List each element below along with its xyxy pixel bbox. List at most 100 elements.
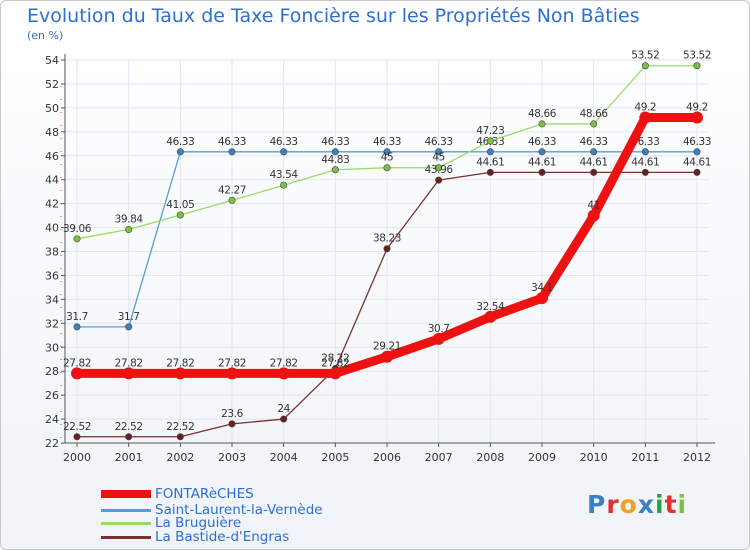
data-label: 45 [432, 152, 445, 164]
data-point [590, 148, 598, 156]
data-point [381, 350, 393, 363]
data-point [435, 148, 443, 156]
data-label: 46.33 [528, 136, 556, 148]
y-tick-label: 50 [45, 102, 59, 115]
x-tick-label: 2003 [218, 451, 246, 464]
data-point [383, 245, 391, 253]
data-label: 53.52 [683, 50, 711, 62]
data-point [228, 148, 236, 156]
data-point [176, 211, 184, 219]
data-label: 45 [381, 152, 394, 164]
legend-label-fontarech: FONTARèCHES [155, 486, 254, 502]
data-point [125, 433, 133, 441]
data-point [228, 196, 236, 204]
data-label: 46.33 [373, 136, 401, 148]
logo-letter: i [655, 490, 665, 519]
data-label: 49.2 [634, 101, 656, 113]
data-label: 29.21 [373, 341, 401, 353]
data-label: 43.54 [270, 169, 299, 181]
data-label: 31.7 [118, 311, 140, 323]
data-label: 27.82 [218, 357, 246, 369]
x-tick-label: 2002 [166, 451, 194, 464]
data-label: 44.61 [580, 156, 608, 168]
data-point [331, 166, 339, 174]
data-point [73, 235, 81, 243]
data-label: 48.66 [580, 108, 609, 120]
y-tick-label: 22 [45, 437, 59, 450]
data-label: 27.82 [166, 357, 194, 369]
data-label: 22.52 [115, 421, 143, 433]
x-tick-label: 2009 [528, 451, 556, 464]
x-tick-label: 2000 [63, 451, 91, 464]
data-point [73, 323, 81, 331]
data-label: 44.61 [476, 156, 504, 168]
data-point [329, 367, 342, 380]
x-tick-label: 2001 [115, 451, 143, 464]
legend-label-saint-laurent: Saint-Laurent-la-Vernède [155, 502, 323, 518]
x-tick-label: 2004 [270, 451, 298, 464]
data-label: 42.27 [218, 184, 246, 196]
x-tick-label: 2008 [476, 451, 504, 464]
data-label: 32.54 [476, 301, 505, 313]
data-label: 27.82 [321, 357, 349, 369]
data-label: 27.82 [270, 357, 298, 369]
data-label: 46.33 [218, 136, 246, 148]
data-label: 44.61 [683, 156, 711, 168]
data-point [538, 148, 546, 156]
y-tick-label: 38 [45, 246, 59, 259]
data-point [174, 367, 187, 380]
data-label: 31.7 [66, 311, 88, 323]
data-label: 27.82 [115, 357, 143, 369]
data-label: 39.06 [63, 223, 92, 235]
data-point [383, 148, 391, 156]
y-tick-label: 54 [45, 54, 59, 67]
data-point [331, 148, 339, 156]
y-tick-label: 42 [45, 198, 59, 211]
data-point [280, 181, 288, 189]
x-tick-label: 2012 [683, 451, 711, 464]
x-tick-label: 2010 [580, 451, 608, 464]
legend-item-saint-laurent: Saint-Laurent-la-Vernède [101, 502, 323, 518]
y-tick-label: 40 [45, 222, 59, 235]
data-point [639, 111, 652, 124]
data-point [226, 367, 238, 380]
data-point [641, 62, 649, 70]
x-tick-label: 2007 [425, 451, 453, 464]
data-label: 27.82 [63, 357, 91, 369]
chart-title: Evolution du Taux de Taxe Foncière sur l… [27, 5, 640, 27]
data-label: 23.6 [221, 408, 243, 420]
data-point [277, 367, 290, 380]
data-label: 46.33 [321, 136, 349, 148]
legend-item-fontarech: FONTARèCHES [101, 486, 254, 502]
data-point [71, 367, 83, 380]
data-point [435, 164, 443, 172]
y-tick-label: 30 [45, 341, 59, 354]
data-point [435, 176, 443, 184]
data-point [228, 420, 236, 428]
legend-label-bastide: La Bastide-d'Engras [155, 529, 290, 545]
data-point [536, 292, 548, 305]
data-label: 47.23 [476, 125, 504, 137]
data-point [641, 148, 649, 156]
data-label: 24 [277, 403, 290, 415]
y-tick-label: 46 [45, 150, 59, 163]
data-label: 49.2 [686, 101, 708, 113]
data-point [486, 168, 494, 176]
data-label: 46.33 [683, 136, 711, 148]
y-tick-label: 32 [45, 317, 59, 330]
data-point [486, 137, 494, 145]
data-point [280, 415, 288, 423]
data-point [280, 148, 288, 156]
data-label: 46.33 [580, 136, 608, 148]
data-point [125, 225, 133, 233]
legend-swatch-bastide [101, 535, 151, 539]
logo-letter: t [664, 490, 678, 519]
data-point [538, 120, 546, 128]
data-point [73, 433, 81, 441]
logo-letter: x [637, 490, 655, 519]
data-label: 46.33 [425, 136, 453, 148]
legend-swatch-saint-laurent [101, 508, 151, 512]
data-point [691, 111, 703, 124]
data-label: 41 [587, 200, 600, 212]
